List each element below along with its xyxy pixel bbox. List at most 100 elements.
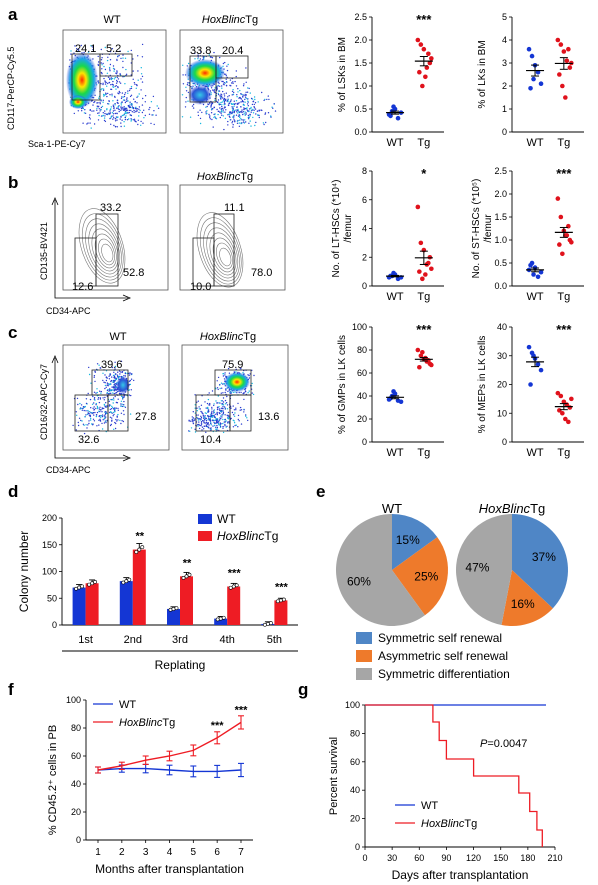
event-dot: [94, 370, 96, 372]
panel-letter-d: d: [8, 482, 18, 501]
dot-plot-b-lthsc: 0 2 4 6 8 WT Tg * No. of LT-HSCs (*10⁴)/femur: [331, 166, 444, 303]
event-dot: [130, 373, 132, 375]
flow-b-ylabel: CD135-BV421: [39, 222, 49, 280]
event-dot: [141, 43, 144, 46]
event-dot: [128, 118, 130, 120]
event-dot: [83, 112, 86, 114]
event-dot: [250, 111, 252, 113]
event-dot: [198, 421, 200, 423]
event-dot: [235, 70, 237, 72]
event-dot: [263, 123, 265, 126]
event-dot: [211, 410, 213, 412]
event-dot: [241, 99, 244, 102]
event-dot: [132, 107, 135, 110]
event-dot: [82, 406, 85, 408]
event-dot: [93, 409, 95, 411]
event-dot: [216, 424, 218, 427]
event-dot: [238, 122, 240, 124]
event-dot: [233, 115, 235, 117]
event-dot: [92, 423, 94, 425]
event-dot: [220, 101, 222, 104]
data-point: [531, 272, 536, 277]
event-dot: [245, 91, 247, 94]
flow-plot-a: WT HoxBlincTg 24.1 5.2 33.8 20.4 CD117-P…: [6, 14, 284, 149]
event-dot: [234, 80, 236, 83]
gate-value: 33.8: [190, 45, 211, 57]
gate-value: 32.6: [78, 434, 99, 446]
event-dot: [252, 393, 255, 396]
data-point: [538, 269, 544, 275]
event-dot: [100, 414, 102, 417]
event-dot: [214, 419, 216, 422]
event-dot: [244, 114, 246, 117]
event-dot: [205, 431, 207, 433]
event-dot: [128, 89, 131, 92]
event-dot: [118, 105, 120, 107]
event-dot: [106, 95, 108, 98]
data-point: [567, 405, 573, 410]
event-dot: [196, 407, 198, 409]
event-dot: [104, 80, 106, 82]
data-point: [529, 53, 535, 59]
event-dot: [75, 429, 78, 431]
event-dot: [271, 106, 273, 108]
event-dot: [216, 108, 218, 111]
significance-marker: ***: [416, 12, 432, 27]
event-dot: [249, 120, 251, 122]
event-dot: [90, 417, 92, 420]
x-tick-label: 5th: [267, 634, 282, 646]
event-dot: [210, 56, 212, 58]
event-dot: [113, 375, 116, 377]
event-dot: [234, 412, 236, 414]
data-point: [557, 72, 562, 77]
event-dot: [115, 392, 117, 394]
x-tick-label: WT: [526, 447, 543, 459]
event-dot: [93, 406, 95, 408]
slice-label: 25%: [414, 569, 438, 583]
event-dot: [248, 374, 250, 377]
replicate-point: [174, 606, 179, 610]
x-tick-label: Tg: [417, 137, 430, 149]
bar: [214, 618, 228, 625]
legend-label: WT: [119, 699, 136, 711]
flow-plot-c: WT HoxBlincTg 39.6 27.8 32.6 75.9 13.6 1…: [39, 331, 289, 475]
event-dot: [211, 390, 214, 392]
event-dot: [152, 95, 155, 98]
event-dot: [92, 104, 94, 106]
pie-slice: [501, 570, 553, 627]
event-dot: [244, 98, 246, 101]
event-dot: [220, 112, 222, 115]
event-dot: [92, 418, 95, 420]
event-dot: [97, 397, 100, 399]
event-dot: [150, 122, 152, 125]
event-dot: [89, 122, 91, 124]
event-dot: [240, 423, 243, 425]
event-dot: [227, 124, 229, 126]
gate-value: 11.1: [224, 202, 245, 214]
event-dot: [215, 426, 217, 428]
event-dot: [69, 59, 71, 61]
dot-plot-a-lk: 0 1 2 3 4 5 WT Tg % of LKs in BM: [477, 12, 584, 149]
event-dot: [114, 408, 116, 410]
event-dot: [240, 118, 242, 120]
event-dot: [116, 402, 119, 404]
event-dot: [225, 420, 227, 422]
event-dot: [216, 89, 218, 91]
event-dot: [114, 421, 116, 424]
event-dot: [220, 382, 223, 384]
event-dot: [216, 380, 218, 382]
event-dot: [111, 93, 113, 95]
data-point: [531, 76, 536, 82]
event-dot: [192, 85, 194, 87]
event-dot: [123, 125, 126, 127]
replicate-point: [127, 577, 132, 582]
event-dot: [99, 103, 101, 105]
event-dot: [185, 90, 188, 92]
event-dot: [233, 422, 236, 424]
event-dot: [231, 411, 234, 414]
event-dot: [242, 85, 245, 87]
event-dot: [209, 402, 211, 405]
event-dot: [239, 115, 241, 117]
event-dot: [216, 426, 219, 429]
y-tick-label: 100: [66, 695, 81, 705]
